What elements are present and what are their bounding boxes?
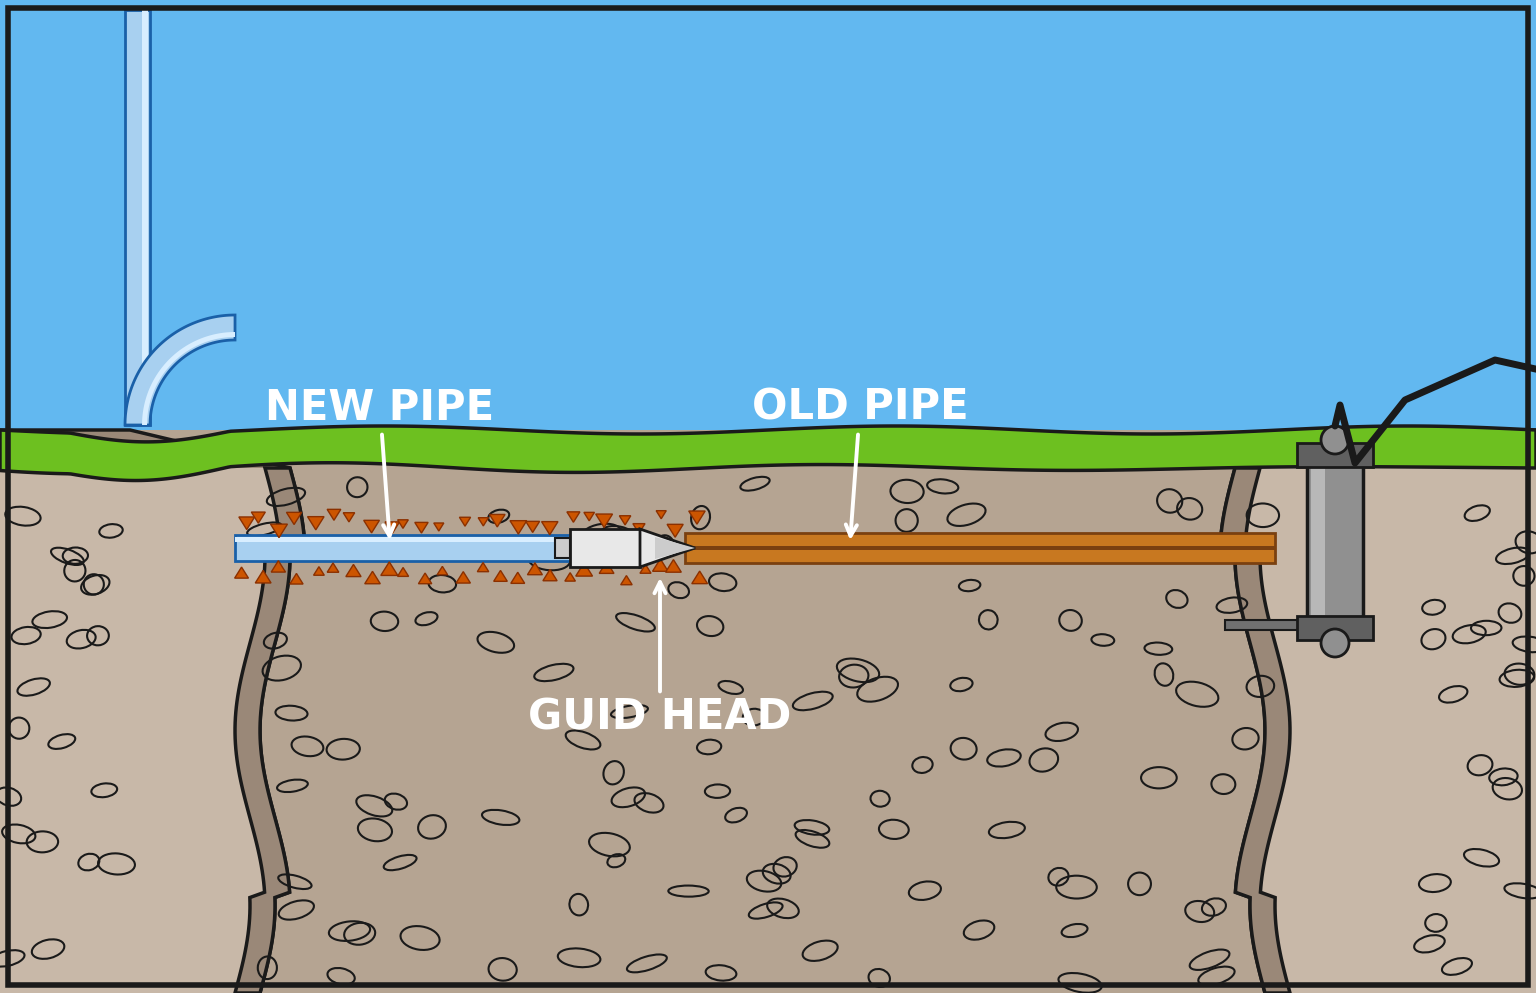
Polygon shape [654, 537, 694, 559]
Circle shape [1321, 629, 1349, 657]
Polygon shape [272, 561, 286, 572]
Polygon shape [287, 512, 301, 524]
Polygon shape [688, 511, 705, 524]
Polygon shape [1312, 468, 1326, 615]
Polygon shape [270, 524, 287, 537]
Polygon shape [1226, 620, 1307, 630]
Polygon shape [554, 538, 570, 558]
Polygon shape [252, 512, 266, 523]
Polygon shape [433, 523, 444, 531]
Polygon shape [633, 523, 645, 533]
Polygon shape [346, 564, 361, 577]
Polygon shape [599, 562, 614, 573]
Polygon shape [685, 533, 1275, 563]
Polygon shape [398, 519, 409, 528]
Text: OLD PIPE: OLD PIPE [751, 387, 968, 536]
Polygon shape [0, 0, 1536, 449]
Polygon shape [235, 567, 249, 578]
Polygon shape [0, 468, 280, 993]
Polygon shape [235, 535, 601, 561]
Polygon shape [667, 524, 684, 537]
Polygon shape [255, 570, 270, 583]
Polygon shape [641, 564, 651, 573]
Polygon shape [584, 512, 594, 520]
Polygon shape [542, 569, 558, 581]
Polygon shape [656, 510, 667, 518]
Polygon shape [570, 529, 641, 567]
Polygon shape [641, 529, 694, 567]
Text: NEW PIPE: NEW PIPE [266, 387, 495, 536]
Polygon shape [596, 514, 613, 527]
Polygon shape [381, 562, 398, 576]
Polygon shape [493, 570, 507, 581]
Circle shape [1321, 426, 1349, 454]
Polygon shape [621, 576, 633, 585]
Polygon shape [478, 517, 488, 526]
Polygon shape [141, 332, 235, 425]
Polygon shape [364, 571, 381, 584]
Polygon shape [235, 537, 601, 542]
Polygon shape [235, 468, 304, 993]
Polygon shape [691, 571, 708, 584]
Polygon shape [525, 521, 539, 532]
Polygon shape [398, 568, 409, 576]
Polygon shape [313, 567, 324, 575]
Polygon shape [1296, 443, 1373, 467]
Polygon shape [527, 563, 542, 575]
Polygon shape [364, 520, 379, 533]
Polygon shape [511, 572, 525, 583]
Polygon shape [327, 563, 339, 572]
Polygon shape [240, 517, 255, 529]
Polygon shape [124, 315, 235, 425]
Polygon shape [415, 522, 429, 533]
Polygon shape [490, 514, 505, 527]
Polygon shape [576, 563, 593, 576]
Polygon shape [1220, 430, 1536, 993]
Polygon shape [0, 430, 304, 993]
Polygon shape [124, 10, 151, 425]
Polygon shape [307, 516, 324, 530]
Polygon shape [478, 563, 488, 572]
Polygon shape [567, 511, 581, 522]
Polygon shape [510, 520, 527, 534]
Polygon shape [141, 10, 147, 425]
Polygon shape [438, 566, 447, 575]
Polygon shape [565, 573, 576, 581]
Polygon shape [1296, 616, 1373, 640]
Polygon shape [327, 509, 341, 520]
Polygon shape [343, 512, 355, 522]
Polygon shape [619, 515, 631, 525]
Polygon shape [456, 572, 470, 583]
Polygon shape [653, 559, 668, 571]
Polygon shape [1220, 468, 1290, 993]
Polygon shape [1246, 468, 1536, 993]
Polygon shape [418, 573, 432, 584]
Polygon shape [290, 573, 303, 584]
Text: GUID HEAD: GUID HEAD [528, 582, 791, 739]
Polygon shape [1307, 465, 1362, 618]
Polygon shape [665, 560, 682, 572]
Polygon shape [542, 521, 558, 535]
Polygon shape [459, 517, 470, 526]
Polygon shape [0, 426, 1536, 481]
Polygon shape [386, 522, 399, 533]
Polygon shape [685, 546, 1275, 550]
Polygon shape [0, 430, 1536, 993]
